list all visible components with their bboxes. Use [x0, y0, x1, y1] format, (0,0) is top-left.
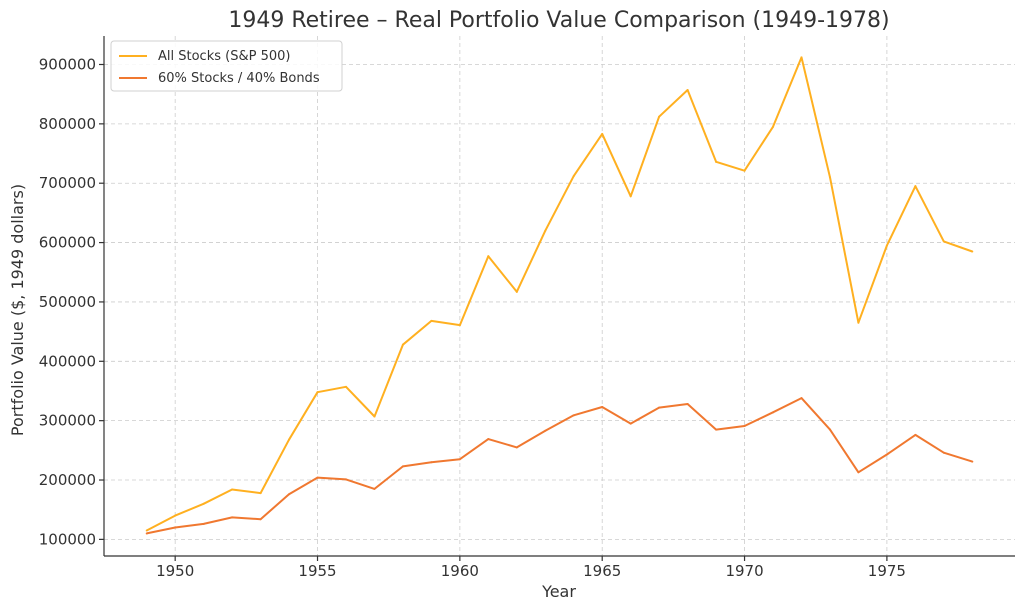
x-tick-label: 1975: [868, 562, 906, 580]
data-point-60-40: [686, 403, 689, 406]
series-line-60-40: [146, 397, 973, 535]
data-point-60-40: [942, 451, 945, 454]
data-point-all-stocks: [857, 321, 860, 324]
y-tick-label: 900000: [39, 55, 96, 73]
data-point-60-40: [885, 453, 888, 456]
y-tick-label: 700000: [39, 174, 96, 192]
data-point-60-40: [316, 476, 319, 479]
data-point-60-40: [174, 526, 177, 529]
legend-label-60-40: 60% Stocks / 40% Bonds: [158, 71, 320, 86]
x-tick-label: 1970: [725, 562, 763, 580]
data-point-60-40: [373, 487, 376, 490]
data-point-all-stocks: [942, 240, 945, 243]
data-point-all-stocks: [373, 415, 376, 418]
data-point-all-stocks: [743, 169, 746, 172]
data-point-60-40: [487, 438, 490, 441]
data-point-all-stocks: [572, 175, 575, 178]
data-point-all-stocks: [914, 185, 917, 188]
data-point-all-stocks: [772, 125, 775, 128]
data-point-60-40: [544, 429, 547, 432]
x-axis-label: Year: [541, 582, 576, 601]
x-tick-label: 1965: [583, 562, 621, 580]
data-point-all-stocks: [601, 132, 604, 135]
data-point-60-40: [231, 516, 234, 519]
data-point-60-40: [772, 411, 775, 414]
data-point-60-40: [401, 465, 404, 468]
data-point-all-stocks: [487, 255, 490, 258]
y-tick-label: 200000: [39, 471, 96, 489]
series-line-all-stocks: [146, 56, 973, 532]
data-point-all-stocks: [174, 514, 177, 517]
data-point-all-stocks: [458, 324, 461, 327]
data-point-all-stocks: [885, 244, 888, 247]
data-point-all-stocks: [828, 176, 831, 179]
y-tick-label: 300000: [39, 412, 96, 430]
data-point-60-40: [458, 458, 461, 461]
data-point-60-40: [914, 433, 917, 436]
data-point-all-stocks: [686, 89, 689, 92]
y-tick-label: 100000: [39, 530, 96, 548]
data-point-all-stocks: [971, 250, 974, 253]
data-point-60-40: [288, 493, 291, 496]
data-point-all-stocks: [231, 488, 234, 491]
x-tick-label: 1960: [441, 562, 479, 580]
legend: All Stocks (S&P 500) 60% Stocks / 40% Bo…: [110, 40, 343, 92]
data-point-60-40: [259, 518, 262, 521]
data-point-all-stocks: [259, 492, 262, 495]
series-layer: [145, 56, 974, 535]
data-point-all-stocks: [715, 160, 718, 163]
data-point-all-stocks: [658, 115, 661, 118]
data-point-all-stocks: [430, 319, 433, 322]
chart-title: 1949 Retiree – Real Portfolio Value Comp…: [228, 8, 889, 33]
data-point-60-40: [971, 460, 974, 463]
data-point-60-40: [629, 422, 632, 425]
data-point-all-stocks: [629, 195, 632, 198]
data-point-60-40: [715, 428, 718, 431]
data-point-60-40: [202, 522, 205, 525]
data-point-60-40: [601, 406, 604, 409]
data-point-all-stocks: [316, 391, 319, 394]
data-point-all-stocks: [800, 56, 803, 59]
data-point-all-stocks: [515, 290, 518, 293]
y-tick-label: 400000: [39, 352, 96, 370]
data-point-all-stocks: [544, 229, 547, 232]
data-point-all-stocks: [202, 502, 205, 505]
data-point-all-stocks: [344, 385, 347, 388]
data-point-all-stocks: [288, 438, 291, 441]
y-axis-label: Portfolio Value ($, 1949 dollars): [8, 184, 27, 436]
axes: 1950 1955 1960 1965 1970 1975 100000 200000 3000…: [39, 36, 1015, 580]
data-point-all-stocks: [401, 343, 404, 346]
data-point-60-40: [430, 461, 433, 464]
data-point-60-40: [828, 428, 831, 431]
data-point-60-40: [800, 397, 803, 400]
data-point-60-40: [658, 406, 661, 409]
data-point-60-40: [515, 446, 518, 449]
data-point-60-40: [857, 471, 860, 474]
legend-label-all-stocks: All Stocks (S&P 500): [158, 49, 290, 64]
data-point-60-40: [145, 532, 148, 535]
y-tick-label: 600000: [39, 234, 96, 252]
y-tick-label: 800000: [39, 115, 96, 133]
data-point-60-40: [572, 414, 575, 417]
data-point-all-stocks: [145, 529, 148, 532]
legend-box: [110, 40, 343, 92]
data-point-60-40: [344, 478, 347, 481]
x-tick-label: 1950: [156, 562, 194, 580]
grid: [104, 36, 1015, 556]
y-tick-label: 500000: [39, 293, 96, 311]
x-tick-label: 1955: [298, 562, 336, 580]
data-point-60-40: [743, 425, 746, 427]
